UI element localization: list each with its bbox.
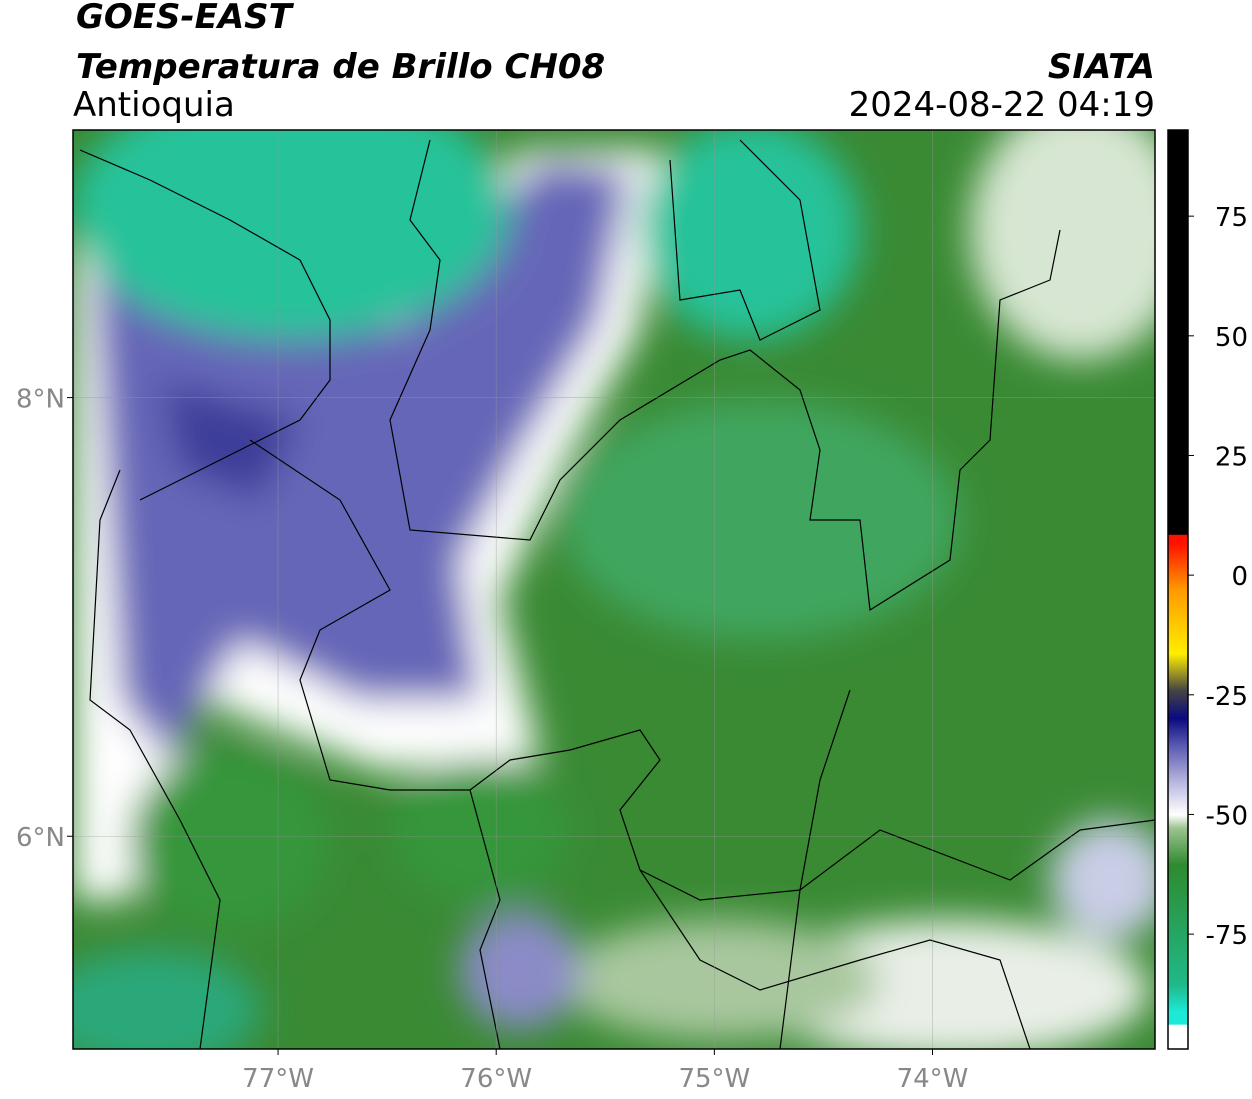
y-tick-label: 6°N	[16, 823, 65, 853]
subtitle: Temperatura de Brillo CH08	[76, 47, 605, 87]
colorbar-tick-label: -25	[1206, 682, 1248, 712]
datetime: 2024-08-22 04:19	[849, 85, 1155, 125]
x-tick-label: 77°W	[242, 1064, 314, 1094]
region: Antioquia	[73, 85, 235, 125]
title: GOES-EAST	[76, 0, 295, 37]
colorbar-tick-label: -50	[1206, 801, 1248, 831]
colorbar-tick-label: 0	[1231, 562, 1248, 592]
source: SIATA	[1048, 47, 1155, 87]
colorbar-tick-label: 50	[1215, 323, 1248, 353]
map-frame	[72, 129, 1156, 1050]
y-tick-label: 8°N	[16, 385, 65, 415]
x-tick-label: 74°W	[897, 1064, 969, 1094]
colorbar-tick-label: -75	[1206, 921, 1248, 951]
colorbar-tick-label: 75	[1215, 203, 1248, 233]
satellite-image	[73, 130, 1155, 1049]
x-tick-label: 75°W	[678, 1064, 750, 1094]
colorbar	[1167, 129, 1189, 1050]
x-tick-label: 76°W	[460, 1064, 532, 1094]
colorbar-tick-label: 25	[1215, 442, 1248, 472]
